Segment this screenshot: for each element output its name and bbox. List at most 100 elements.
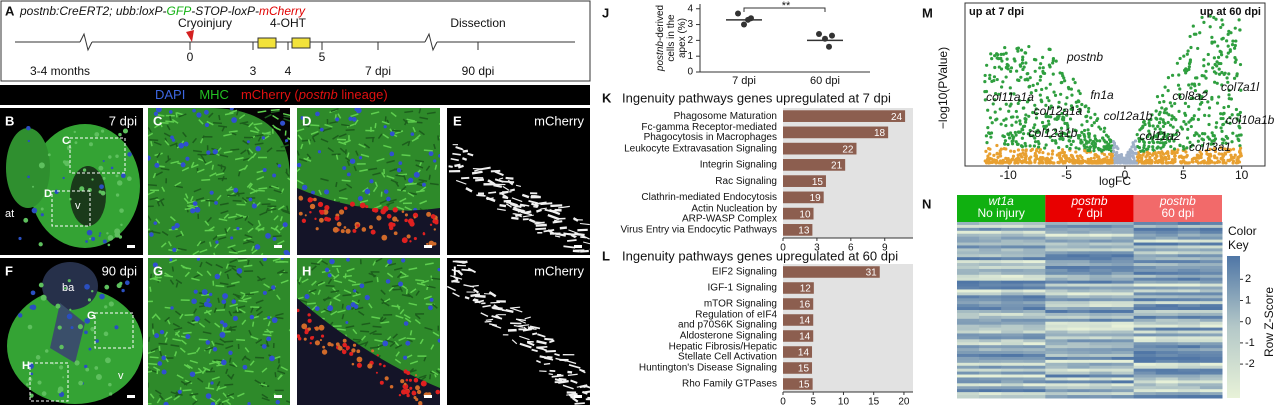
- heatmap-cell: [1089, 271, 1113, 276]
- fiber: [216, 385, 221, 392]
- fiber: [191, 277, 200, 282]
- lineage-cell: [320, 334, 325, 338]
- heatmap-cell: [1133, 330, 1157, 334]
- volcano-dot: [1004, 75, 1008, 79]
- fiber: [357, 310, 365, 316]
- fiber: [339, 147, 346, 154]
- fiber: [329, 120, 338, 125]
- volcano-dot: [1069, 87, 1073, 91]
- volcano-dot: [1074, 150, 1078, 154]
- heatmap-cell: [957, 289, 980, 293]
- fiber: [369, 330, 377, 335]
- volcano-dot: [1015, 115, 1019, 119]
- fiber: [193, 308, 198, 314]
- signal: [494, 178, 504, 183]
- lineage-cell: [314, 217, 317, 221]
- fiber: [317, 281, 326, 287]
- stain-legend: DAPI MHC mCherry (postnb lineage): [155, 87, 388, 102]
- volcano-dot: [1189, 45, 1193, 50]
- volcano-dot: [1076, 136, 1081, 140]
- volcano-dot: [993, 54, 997, 58]
- volcano-dot: [1017, 98, 1021, 103]
- volcano-dot: [1151, 135, 1155, 140]
- volcano-dot: [1219, 50, 1223, 54]
- heatmap-cell: [1045, 318, 1068, 323]
- volcano-dot: [1054, 59, 1058, 63]
- fiber: [206, 270, 212, 277]
- heatmap-cell: [1111, 389, 1135, 393]
- volcano-dot: [1030, 147, 1035, 151]
- fiber: [170, 160, 179, 165]
- volcano-dot: [1056, 115, 1060, 119]
- volcano-dot: [1150, 113, 1154, 117]
- volcano-dot: [1060, 71, 1064, 76]
- volcano-dot: [989, 135, 993, 139]
- heatmap-cell: [1155, 380, 1179, 384]
- volcano-dot: [1048, 106, 1052, 111]
- heatmap-cell: [1045, 245, 1068, 249]
- fiber: [308, 288, 317, 294]
- bar-count: 15: [798, 364, 810, 375]
- texture: [95, 339, 99, 343]
- fiber: [180, 339, 187, 345]
- heatmap-cell: [1023, 263, 1046, 267]
- heatmap-cell: [1111, 274, 1135, 279]
- heatmap-cell: [1067, 239, 1090, 244]
- heatmap-cell: [1111, 371, 1135, 376]
- heatmap-cell: [979, 356, 1002, 361]
- fiber: [199, 248, 208, 253]
- texture: [124, 280, 130, 286]
- fiber: [190, 161, 195, 168]
- heatmap-cell: [1111, 268, 1135, 273]
- volcano-dot: [1108, 140, 1113, 144]
- category-label: Virus Entry via Endocytic Pathways: [620, 225, 777, 236]
- fiber: [193, 273, 201, 279]
- lineage-cell: [433, 242, 437, 246]
- heatmap-cell: [1199, 242, 1223, 246]
- fiber: [251, 245, 255, 252]
- volcano-dot: [1033, 151, 1037, 156]
- heatmap-cell: [1023, 274, 1046, 279]
- volcano-dot: [1119, 152, 1124, 157]
- volcano-dot: [1065, 96, 1069, 100]
- volcano-dot: [995, 151, 999, 155]
- nucleus: [329, 258, 335, 265]
- fiber: [159, 350, 163, 357]
- volcano-dot: [998, 107, 1002, 111]
- lineage-cell: [304, 214, 307, 217]
- signal: [467, 152, 474, 157]
- fiber: [337, 309, 346, 314]
- heatmap-cell: [1111, 312, 1135, 317]
- fiber: [237, 171, 241, 177]
- lineage-cell: [322, 345, 326, 349]
- volcano-dot: [1002, 146, 1006, 151]
- volcano-dot: [1084, 104, 1088, 108]
- volcano-dot: [1069, 104, 1074, 108]
- signal: [519, 342, 532, 349]
- volcano-dot: [1003, 142, 1007, 146]
- heatmap-cell: [1001, 224, 1024, 229]
- fiber: [351, 283, 361, 286]
- volcano-dot: [1004, 123, 1008, 128]
- heatmap-cell: [1155, 283, 1179, 288]
- heatmap-cell: [979, 365, 1002, 370]
- signal: [563, 232, 575, 237]
- lineage-cell: [343, 226, 347, 229]
- volcano-dot: [1183, 111, 1187, 116]
- heatmap-cell: [979, 339, 1002, 343]
- heatmap-cell: [1001, 274, 1024, 279]
- volcano-dot: [1195, 76, 1199, 80]
- scale-bar: [127, 245, 135, 248]
- heatmap-cell: [979, 359, 1002, 364]
- fiber: [306, 302, 316, 305]
- volcano-dot: [1208, 14, 1212, 18]
- heatmap-cell: [957, 374, 980, 378]
- heatmap-cell: [1023, 233, 1046, 238]
- fiber: [359, 168, 368, 173]
- key-axis-label: Row Z-Score: [1262, 287, 1276, 357]
- signal: [572, 217, 579, 222]
- timeline-tick: 3: [250, 64, 257, 78]
- signal: [482, 304, 491, 308]
- lineage-cell: [359, 202, 366, 209]
- heatmap-cell: [1067, 377, 1090, 381]
